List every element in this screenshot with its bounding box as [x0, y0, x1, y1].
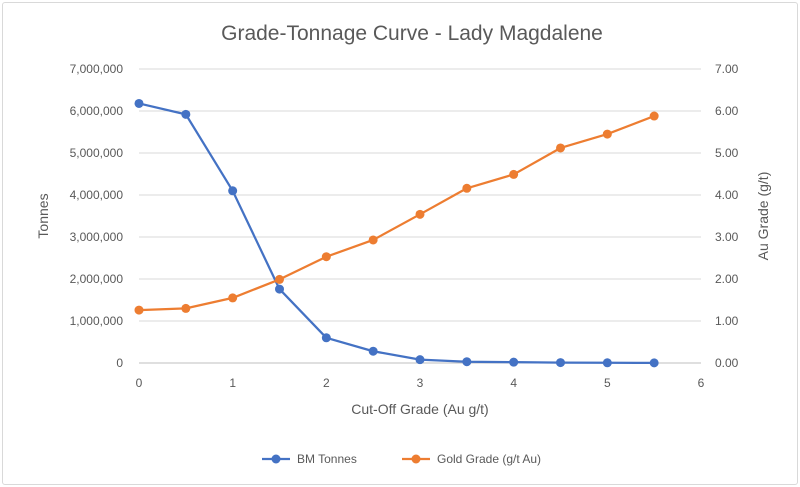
y-tick-label: 1,000,000: [70, 314, 124, 328]
data-point: [415, 209, 425, 219]
data-point: [134, 98, 144, 108]
y2-tick-label: 5.00: [715, 146, 739, 160]
data-point: [602, 129, 612, 139]
data-point: [556, 143, 565, 153]
data-point: [275, 274, 284, 284]
x-tick-label: 6: [698, 376, 705, 390]
data-point: [134, 305, 144, 315]
y2-tick-label: 3.00: [715, 230, 739, 244]
data-point: [321, 252, 331, 262]
data-point: [415, 355, 425, 365]
data-point: [649, 358, 659, 368]
y-axis-left-ticks: 0 1,000,000 2,000,000 3,000,000 4,000,000 5,0…: [70, 62, 124, 370]
data-point: [368, 346, 378, 356]
data-point: [228, 293, 238, 303]
data-point: [649, 111, 659, 121]
data-point: [368, 235, 378, 245]
x-tick-label: 3: [417, 376, 424, 390]
y-tick-label: 0: [116, 356, 123, 370]
x-axis-title: Cut-Off Grade (Au g/t): [351, 401, 488, 417]
y2-tick-label: 0.00: [715, 356, 739, 370]
x-tick-label: 2: [323, 376, 330, 390]
x-axis-ticks: 0 1 2 3 4 5 6: [136, 376, 705, 390]
data-point: [275, 284, 284, 294]
legend-label: BM Tonnes: [297, 452, 357, 466]
x-tick-label: 5: [604, 376, 611, 390]
data-point: [181, 303, 191, 313]
data-point: [509, 169, 519, 179]
series-bm-tonnes: [134, 98, 659, 368]
x-tick-label: 4: [510, 376, 517, 390]
y2-tick-label: 2.00: [715, 272, 739, 286]
data-point: [556, 358, 565, 368]
y-tick-label: 3,000,000: [70, 230, 124, 244]
y-axis-right-ticks: 0.00 1.00 2.00 3.00 4.00 5.00 6.00 7.00: [715, 62, 739, 370]
y-tick-label: 7,000,000: [70, 62, 124, 76]
data-point: [602, 358, 612, 368]
series-layer: [134, 98, 659, 368]
y-axis-right-title: Au Grade (g/t): [755, 172, 771, 261]
series-line: [138, 102, 655, 364]
y-tick-label: 2,000,000: [70, 272, 124, 286]
y2-tick-label: 6.00: [715, 104, 739, 118]
legend-swatch-marker: [411, 454, 421, 464]
series-line: [138, 114, 655, 312]
x-tick-label: 0: [136, 376, 143, 390]
y-tick-label: 4,000,000: [70, 188, 124, 202]
y2-tick-label: 7.00: [715, 62, 739, 76]
data-point: [321, 333, 331, 343]
y-tick-label: 6,000,000: [70, 104, 124, 118]
y2-tick-label: 4.00: [715, 188, 739, 202]
data-point: [462, 357, 472, 367]
data-point: [509, 357, 519, 367]
legend: BM Tonnes Gold Grade (g/t Au): [262, 452, 541, 466]
series-gold-grade: [134, 111, 659, 315]
y-tick-label: 5,000,000: [70, 146, 124, 160]
chart-title: Grade-Tonnage Curve - Lady Magdalene: [221, 22, 603, 45]
data-point: [462, 183, 472, 193]
x-tick-label: 1: [229, 376, 236, 390]
legend-swatch-marker: [271, 454, 281, 464]
data-point: [228, 186, 238, 196]
legend-label: Gold Grade (g/t Au): [437, 452, 541, 466]
y-axis-left-title: Tonnes: [35, 193, 51, 238]
y2-tick-label: 1.00: [715, 314, 739, 328]
data-point: [181, 109, 191, 119]
